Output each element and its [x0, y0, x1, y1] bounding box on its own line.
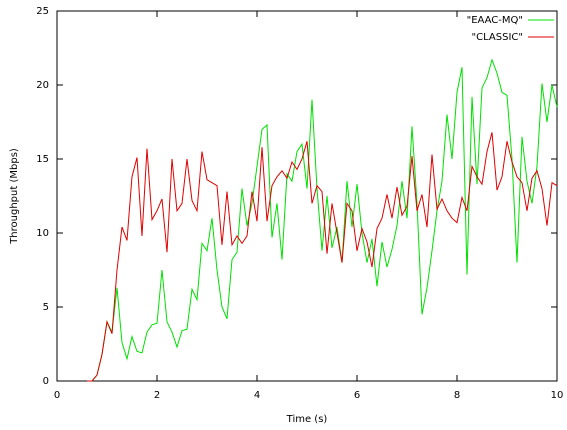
plot-frame — [56, 10, 558, 382]
x-axis-label: Time (s) — [286, 414, 328, 425]
y-tick-label: 15 — [36, 154, 49, 165]
y-tick-label: 20 — [36, 80, 49, 91]
y-tick-label: 10 — [36, 228, 49, 239]
x-tick-label: 6 — [354, 390, 360, 401]
x-tick-label: 10 — [551, 390, 564, 401]
series-line — [87, 58, 558, 382]
x-tick-label: 2 — [154, 390, 160, 401]
x-tick-label: 4 — [254, 390, 260, 401]
legend-label: "EAAC-MQ" — [467, 15, 523, 26]
y-tick-label: 0 — [43, 376, 49, 387]
y-axis-label: Throughput (Mbps) — [9, 148, 20, 245]
legend-label: "CLASSIC" — [472, 32, 523, 43]
x-tick-label: 8 — [454, 390, 460, 401]
series-line — [87, 132, 558, 382]
x-tick-label: 0 — [54, 390, 60, 401]
y-tick-label: 5 — [43, 302, 49, 313]
y-tick-label: 25 — [36, 6, 49, 17]
